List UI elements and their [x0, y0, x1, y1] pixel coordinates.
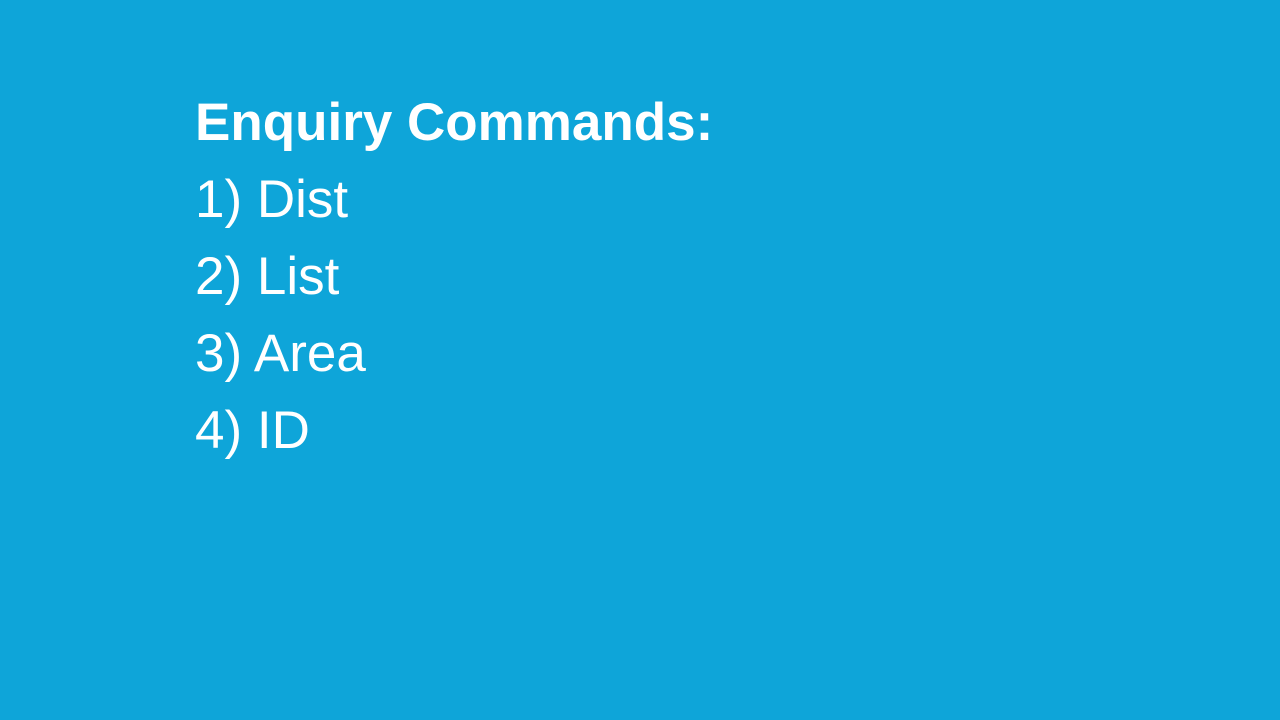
list-item: 2) List — [195, 239, 1280, 316]
list-item: 3) Area — [195, 316, 1280, 393]
slide-content: Enquiry Commands: 1) Dist 2) List 3) Are… — [0, 0, 1280, 470]
command-list: 1) Dist 2) List 3) Area 4) ID — [195, 162, 1280, 469]
list-item: 4) ID — [195, 393, 1280, 470]
slide-title: Enquiry Commands: — [195, 90, 1280, 156]
list-item: 1) Dist — [195, 162, 1280, 239]
